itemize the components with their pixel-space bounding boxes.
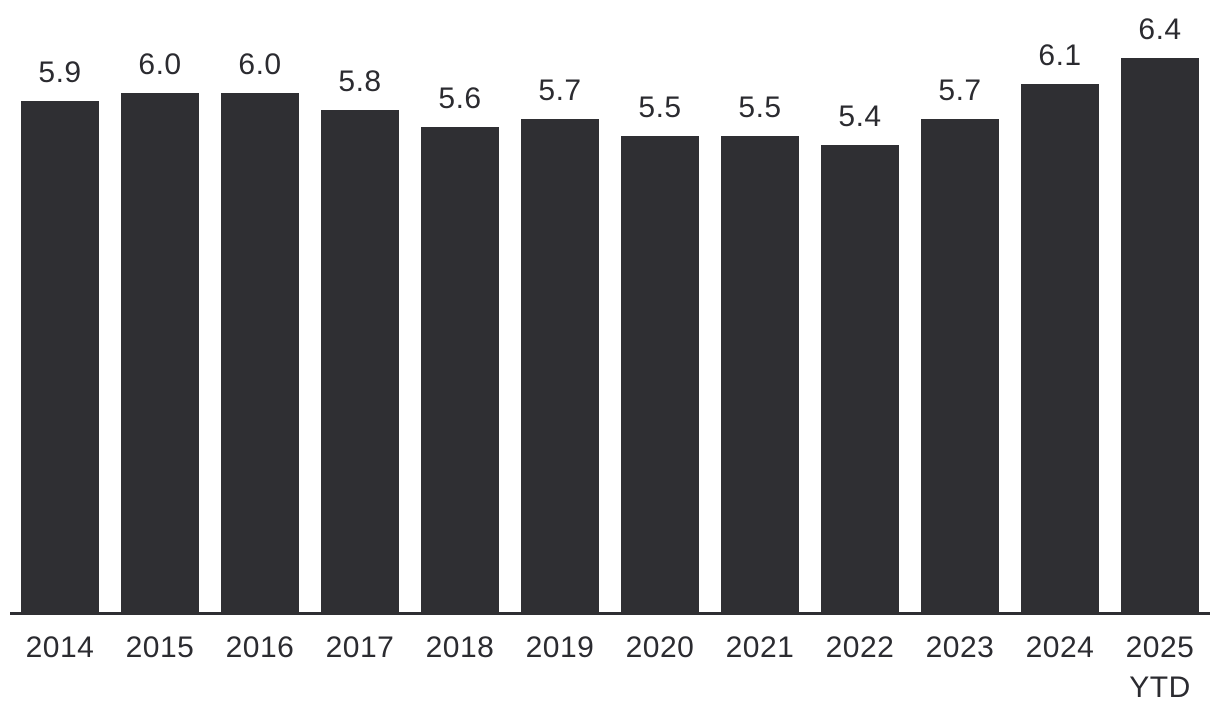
bar-value-label: 5.5 [638,91,682,124]
bar-value-label: 5.5 [738,91,782,124]
bar-value-label: 5.7 [538,74,582,107]
bar-value-label: 5.9 [38,56,82,89]
bar [421,127,499,613]
x-axis-tick-label: 2021 [725,631,795,664]
bar-column: 5.5 [710,0,810,613]
x-axis-tick-label: 2025 YTD [1125,631,1195,704]
x-axis-tick-label: 2016 [225,631,295,664]
x-axis-tick-label: 2022 [825,631,895,664]
bar-value-label: 6.4 [1138,13,1182,46]
bar-value-label: 5.4 [838,100,882,133]
bar [21,101,99,613]
bar-value-label: 6.1 [1038,39,1082,72]
bar-column: 6.1 [1010,0,1110,613]
bar [1021,84,1099,613]
bar-column: 5.7 [910,0,1010,613]
bar-column: 6.0 [110,0,210,613]
bar-value-label: 6.0 [238,48,282,81]
bar-column: 5.4 [810,0,910,613]
bar-column: 5.9 [10,0,110,613]
bar [221,93,299,613]
x-axis-tick-label: 2023 [925,631,995,664]
bar-value-label: 5.6 [438,82,482,115]
bar-column: 5.6 [410,0,510,613]
bar [321,110,399,613]
plot-area: 5.9 6.0 6.0 5.8 5.6 5.7 5.5 5.5 5.4 5.7 6.1 6.4 [10,0,1210,613]
x-axis-tick-label: 2024 [1025,631,1095,664]
bar [621,136,699,613]
bar-value-label: 5.7 [938,74,982,107]
bar-value-label: 5.8 [338,65,382,98]
x-axis-tick-label: 2017 [325,631,395,664]
x-axis-tick-label: 2015 [125,631,195,664]
bar-column: 5.8 [310,0,410,613]
bar [521,119,599,613]
bar [921,119,999,613]
x-axis-tick-label: 2020 [625,631,695,664]
x-axis-tick-label: 2014 [25,631,95,664]
bar [121,93,199,613]
bar-column: 6.0 [210,0,310,613]
x-axis-tick-label: 2018 [425,631,495,664]
x-axis-line [10,612,1210,615]
bar [721,136,799,613]
bar-column: 6.4 [1110,0,1210,613]
x-axis-tick-label: 2019 [525,631,595,664]
bar-column: 5.5 [610,0,710,613]
x-axis-labels: 2014 2015 2016 2017 2018 2019 2020 2021 2022 2023… [10,615,1210,708]
bar-value-label: 6.0 [138,48,182,81]
bar [1121,58,1199,613]
bar-column: 5.7 [510,0,610,613]
bar [821,145,899,613]
